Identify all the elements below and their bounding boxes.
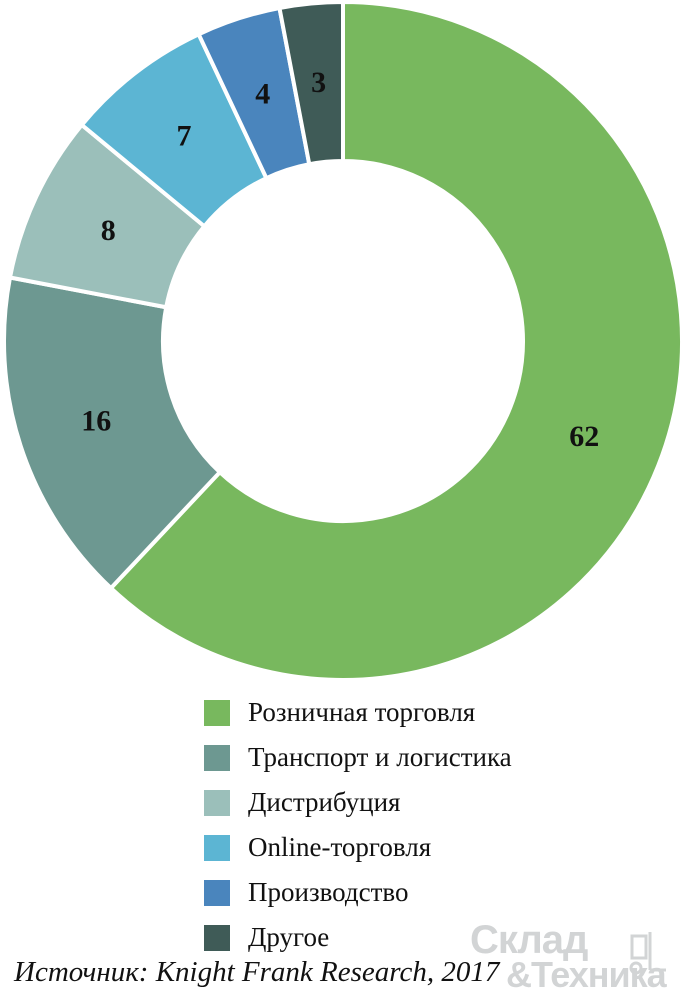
legend-swatch bbox=[204, 744, 230, 771]
forklift-icon bbox=[629, 932, 666, 975]
slice-value-label-5: 4 bbox=[255, 78, 270, 111]
legend-item-1: Розничная торговля bbox=[204, 690, 512, 735]
donut-chart: 62 16 8 7 4 3 bbox=[2, 0, 684, 682]
legend-item-6: Другое bbox=[204, 915, 512, 960]
legend-label: Другое bbox=[248, 922, 330, 952]
slice-value-label-4: 7 bbox=[176, 119, 191, 152]
legend-swatch bbox=[204, 789, 230, 816]
legend-item-4: Online-торговля bbox=[204, 825, 512, 870]
legend-label: Дистрибуция bbox=[248, 787, 401, 817]
legend-label: Розничная торговля bbox=[248, 697, 476, 727]
legend-label: Online-торговля bbox=[248, 832, 432, 862]
source-note: Источник: Knight Frank Research, 2017 bbox=[14, 956, 500, 988]
legend-label: Транспорт и логистика bbox=[248, 742, 512, 772]
slice-value-label-6: 3 bbox=[311, 66, 326, 99]
legend-item-2: Транспорт и логистика bbox=[204, 735, 512, 780]
pie-slice-2 bbox=[2, 275, 222, 591]
legend-item-5: Производство bbox=[204, 870, 512, 915]
legend-swatch bbox=[204, 834, 230, 861]
legend-swatch bbox=[204, 879, 230, 906]
chart-slice-labels: 62 16 8 7 4 3 bbox=[81, 66, 599, 453]
legend-label: Производство bbox=[248, 877, 409, 907]
legend-item-3: Дистрибуция bbox=[204, 780, 512, 825]
slice-value-label-2: 16 bbox=[81, 405, 111, 438]
slice-value-label-3: 8 bbox=[101, 214, 116, 247]
chart-slices bbox=[2, 0, 684, 682]
legend-swatch bbox=[204, 924, 230, 951]
watermark-line-2: &Техника bbox=[506, 954, 667, 995]
pie-slice-6 bbox=[277, 0, 345, 167]
chart-legend: Розничная торговля Транспорт и логистика Д… bbox=[204, 690, 512, 960]
pie-slice-1 bbox=[108, 0, 684, 682]
legend-swatch bbox=[204, 699, 230, 726]
slice-value-label-1: 62 bbox=[569, 420, 599, 453]
